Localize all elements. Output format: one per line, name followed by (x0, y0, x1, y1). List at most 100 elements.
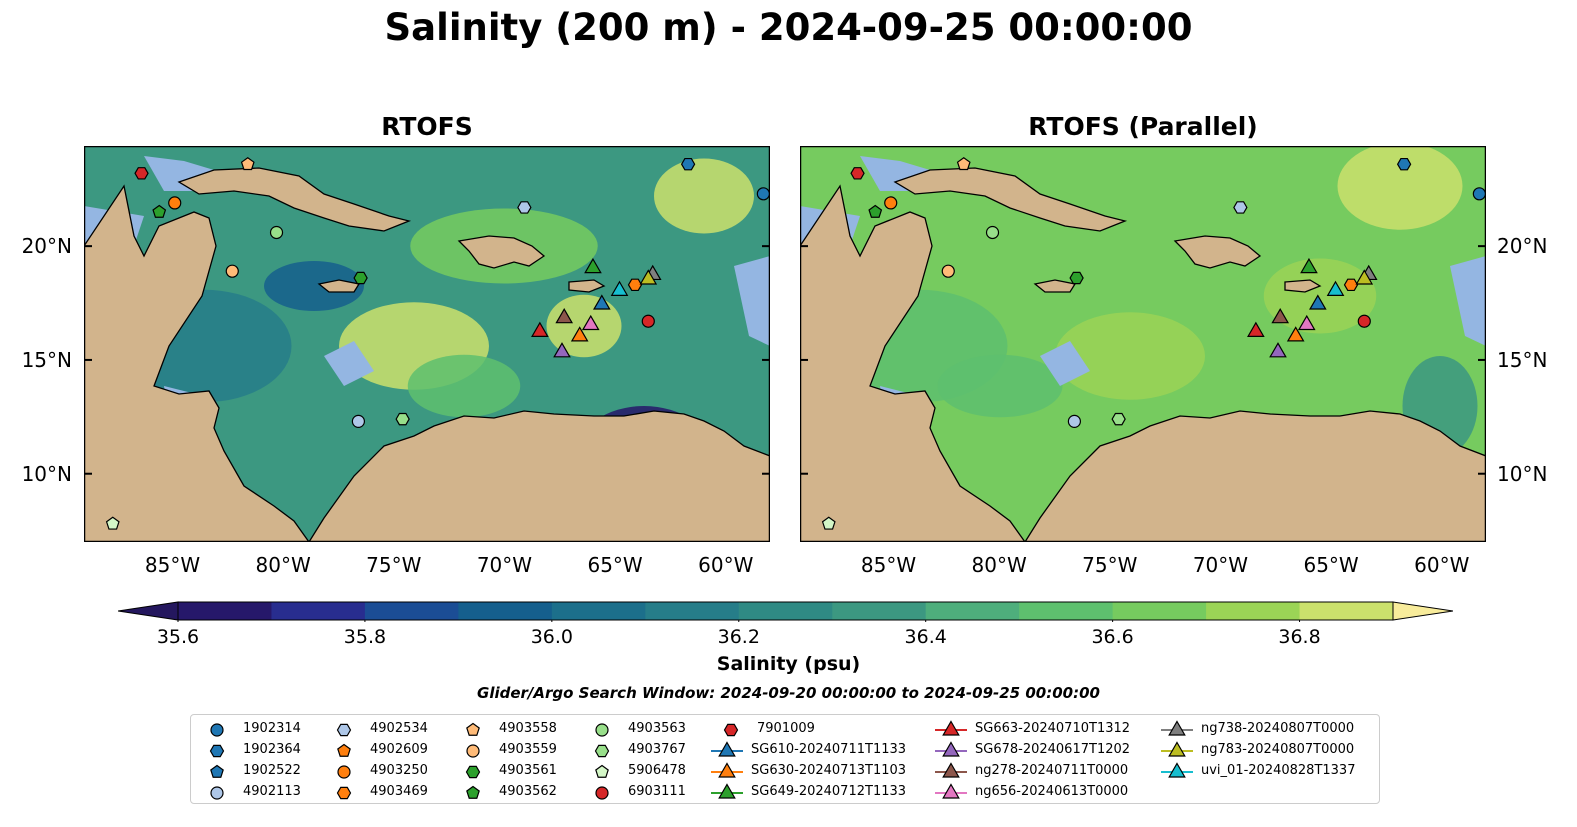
colorbar-bin (645, 602, 740, 620)
platform-marker-uvi_01-20240828t1337[interactable] (610, 280, 629, 296)
platform-marker-4903558[interactable] (240, 156, 255, 171)
colorbar-bin (271, 602, 366, 620)
platform-marker-4903561[interactable] (1069, 271, 1084, 285)
platform-marker-4903563[interactable] (985, 225, 1000, 240)
lat-tick-label-left: 15°N (21, 347, 72, 372)
legend-glider-triangle (942, 741, 960, 757)
platform-marker-4903250[interactable] (168, 196, 182, 210)
platform-marker-4903558[interactable] (956, 156, 971, 171)
legend-marker-hexagon-icon (723, 723, 739, 737)
platform-marker-sg610-20240711t1133[interactable] (592, 294, 611, 310)
platform-markers (821, 156, 1486, 530)
legend-marker-hexagon-icon (336, 786, 352, 800)
platform-marker-sg610-20240711t1133[interactable] (1308, 294, 1327, 310)
platform-marker-sg649-20240712t1133[interactable] (584, 257, 602, 274)
platform-marker-sg678-20240617t1202[interactable] (1269, 342, 1287, 358)
lat-tick-label-right: 15°N (1497, 347, 1548, 372)
platform-marker-4902113[interactable] (1067, 414, 1081, 428)
platform-marker-5906478[interactable] (105, 516, 120, 530)
platform-marker-ng278-20240711t0000[interactable] (555, 307, 574, 324)
colorbar-tick-label: 36.6 (1091, 626, 1134, 648)
legend-argo-marker (336, 723, 352, 737)
colorbar-tick-label: 36.2 (717, 626, 760, 648)
platform-marker-4903559[interactable] (941, 264, 955, 278)
legend-label: 4903469 (370, 784, 428, 799)
colorbar-bin (738, 602, 833, 620)
platform-marker-ng656-20240613t0000[interactable] (1297, 314, 1316, 331)
platform-marker-uvi_01-20240828t1337[interactable] (1326, 280, 1345, 296)
legend-marker-circle-icon (210, 723, 224, 737)
platform-marker-ng783-20240807t0000[interactable] (1355, 269, 1374, 285)
platform-marker-sg630-20240713t1103[interactable] (1286, 326, 1305, 342)
platform-marker-4903767[interactable] (395, 412, 410, 426)
lon-tick-label: 75°W (366, 553, 422, 577)
platform-marker-4903561[interactable] (353, 271, 368, 285)
platform-marker-6903111[interactable] (641, 314, 655, 328)
platform-marker-4903469[interactable] (1343, 278, 1359, 292)
platform-marker-4903250[interactable] (884, 196, 898, 210)
legend-label: SG630-20240713T1103 (751, 763, 907, 778)
platform-marker-ng656-20240613t0000[interactable] (581, 314, 600, 331)
platform-marker-ng783-20240807t0000[interactable] (639, 269, 658, 285)
legend-argo-marker (594, 744, 610, 758)
platform-marker-4903469[interactable] (627, 278, 643, 292)
figure-title: Salinity (200 m) - 2024-09-25 00:00:00 (384, 6, 1193, 49)
legend-marker-pentagon-icon (466, 785, 480, 799)
platform-marker-7901009[interactable] (134, 167, 149, 180)
legend-label: 4903558 (499, 721, 557, 736)
legend-label: ng783-20240807T0000 (1201, 742, 1355, 757)
legend-label: 4902534 (370, 721, 428, 736)
platform-marker-4903767[interactable] (1111, 412, 1126, 426)
legend-marker-triangle-icon (711, 741, 743, 757)
legend-marker-pentagon-icon (337, 743, 351, 757)
legend-glider-triangle (942, 783, 960, 799)
colorbar-tick-label: 35.8 (343, 626, 387, 648)
map-panel-rtofs[interactable] (84, 146, 770, 542)
legend-marker-triangle-icon (1161, 762, 1193, 778)
platform-marker-4903562[interactable] (868, 204, 883, 218)
platform-marker-5906478[interactable] (821, 516, 836, 530)
platform-marker-1902314[interactable] (1472, 187, 1486, 201)
lon-tick-label: 65°W (587, 553, 643, 577)
legend-label: 4903562 (499, 784, 557, 799)
platform-marker-1902364[interactable] (680, 157, 696, 171)
platform-marker-sg678-20240617t1202[interactable] (553, 342, 571, 358)
legend-marker-triangle-icon (935, 762, 967, 778)
colorbar-tick-label: 35.6 (156, 626, 200, 648)
platform-marker-7901009[interactable] (850, 167, 865, 180)
legend-label: uvi_01-20240828T1337 (1201, 763, 1356, 778)
platform-marker-4902113[interactable] (351, 414, 365, 428)
legend-marker-hexagon-icon (594, 744, 610, 758)
legend-marker-circle-icon (595, 786, 609, 800)
platform-marker-sg663-20240710t1312[interactable] (531, 321, 549, 337)
platform-marker-sg663-20240710t1312[interactable] (1247, 321, 1265, 337)
lon-tick-label: 60°W (1414, 553, 1470, 577)
legend-label: SG649-20240712T1133 (751, 784, 907, 799)
legend-argo-marker (465, 765, 481, 779)
platform-marker-1902314[interactable] (756, 187, 770, 201)
legend-glider-triangle (718, 762, 736, 778)
legend-label: 1902522 (243, 763, 301, 778)
colorbar-tick-label: 36.4 (904, 626, 947, 648)
platform-marker-ng278-20240711t0000[interactable] (1271, 307, 1290, 324)
platform-marker-4903562[interactable] (152, 204, 167, 218)
map-panel-rtofs-parallel[interactable] (800, 146, 1486, 542)
lat-tick-label-left: 20°N (21, 234, 72, 259)
platform-marker-6903111[interactable] (1357, 314, 1371, 328)
colorbar-extend-over (1392, 601, 1453, 621)
lon-tick-label: 65°W (1303, 553, 1359, 577)
colorbar (118, 601, 1453, 622)
platform-marker-sg630-20240713t1103[interactable] (570, 326, 589, 342)
legend-glider-triangle (942, 762, 960, 778)
platform-marker-1902364[interactable] (1396, 157, 1412, 171)
platform-marker-4902534[interactable] (517, 201, 532, 214)
legend-glider-triangle (942, 720, 960, 736)
platform-marker-4903563[interactable] (269, 225, 284, 240)
platform-marker-4902534[interactable] (1233, 201, 1248, 214)
platform-marker-4903559[interactable] (225, 264, 239, 278)
search-window-caption: Glider/Argo Search Window: 2024-09-20 00… (477, 684, 1100, 702)
legend-argo-marker (595, 786, 609, 800)
platform-marker-sg649-20240712t1133[interactable] (1300, 257, 1318, 274)
colorbar-bin (1299, 602, 1394, 620)
legend-argo-marker (595, 723, 609, 737)
